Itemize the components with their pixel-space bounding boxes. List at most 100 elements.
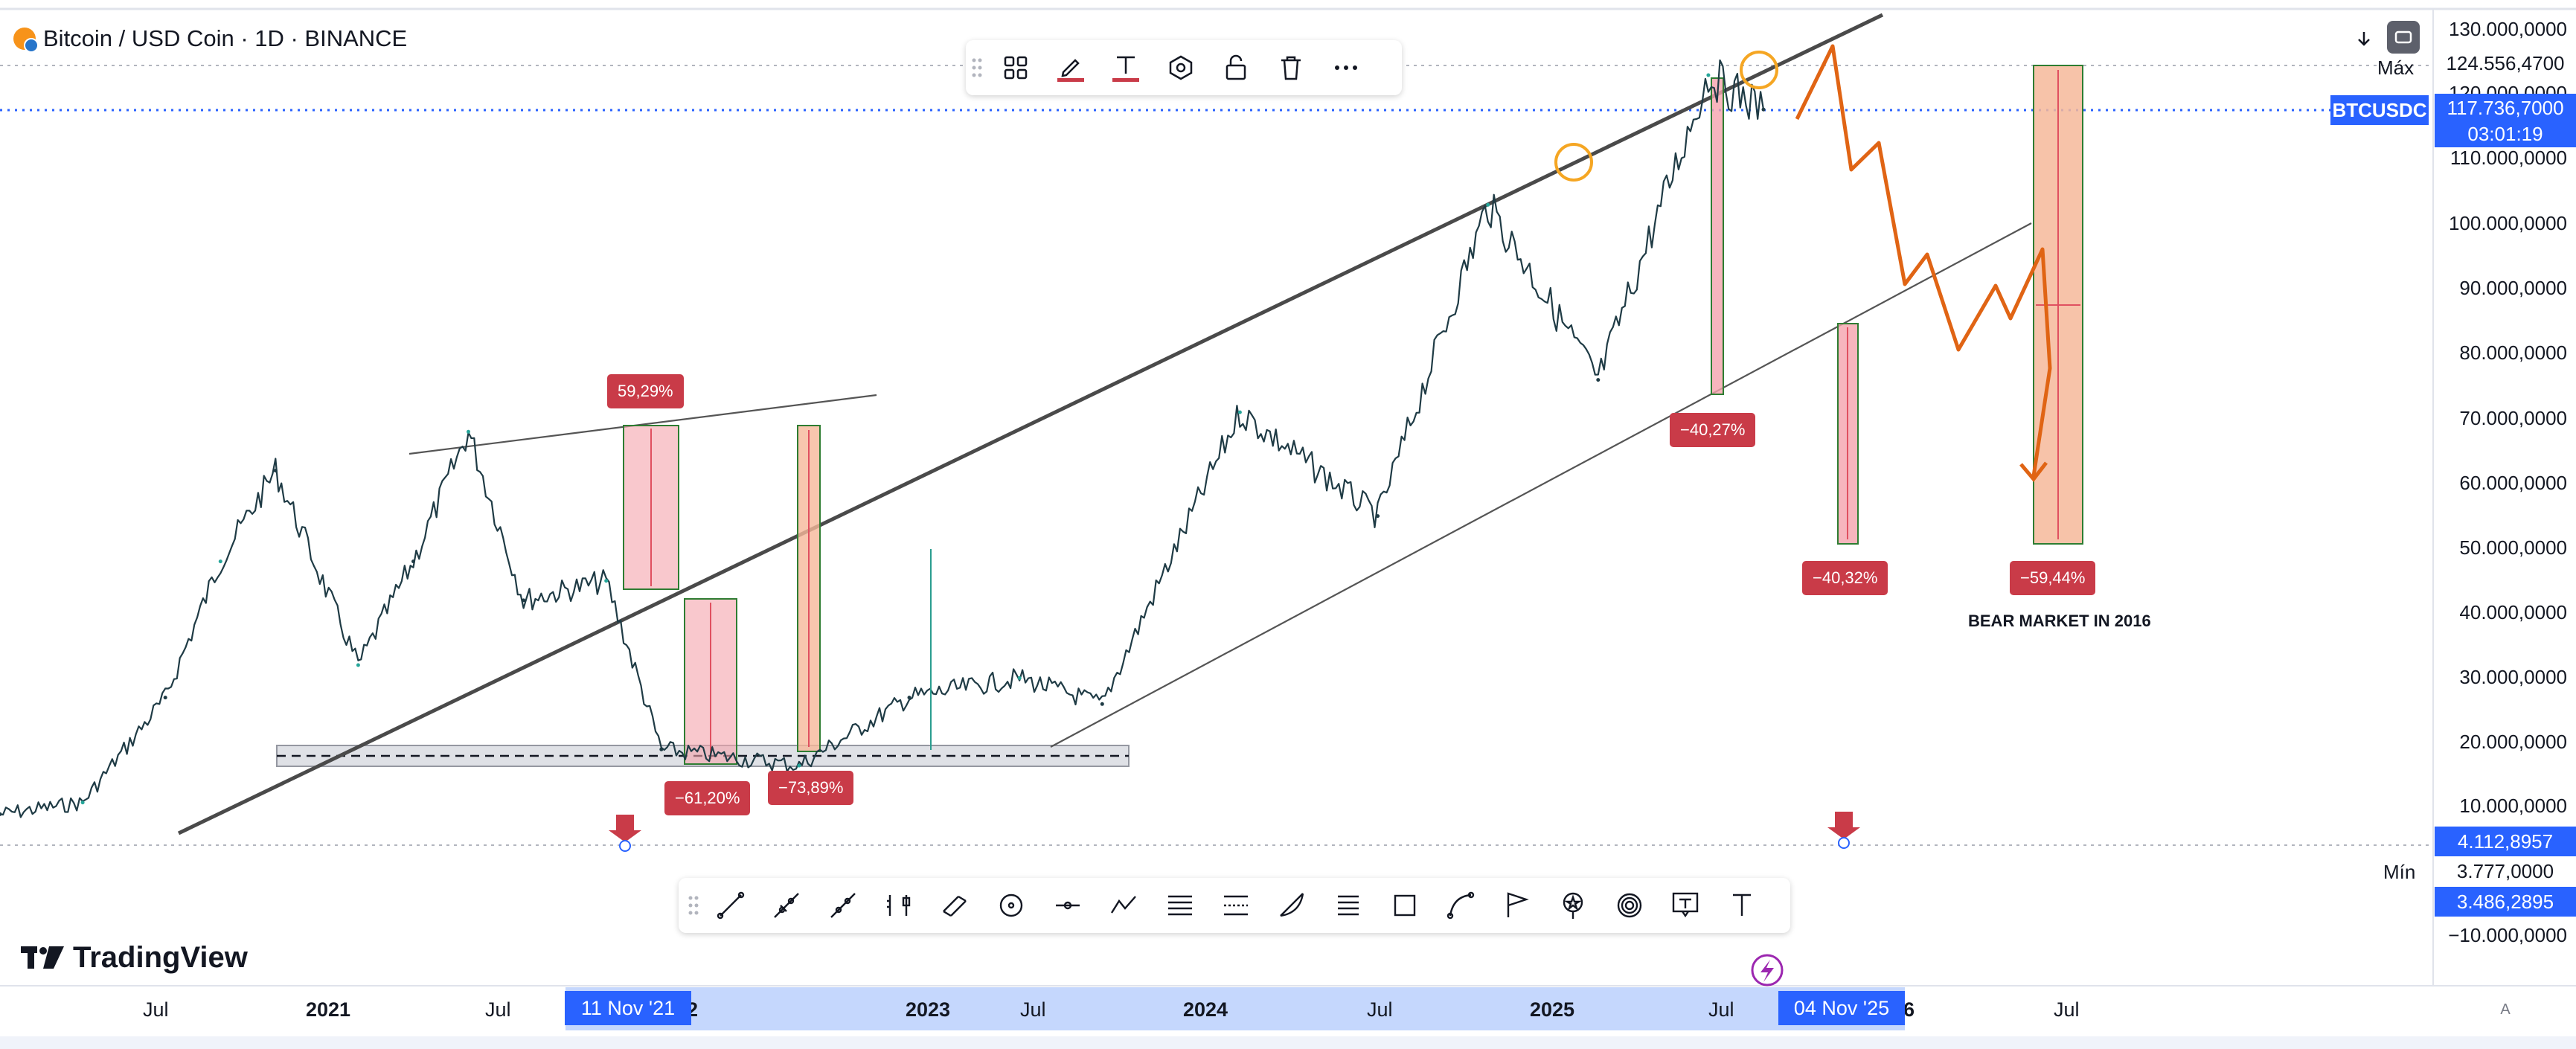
floating-drawing-toolbar xyxy=(966,40,1402,95)
parallel-channel-icon[interactable] xyxy=(927,878,984,933)
price-point xyxy=(1761,107,1766,112)
lightning-icon[interactable] xyxy=(1751,954,1784,987)
lower-trend-line[interactable] xyxy=(1050,222,2032,748)
time-axis-label: Jul xyxy=(2054,998,2080,1021)
ruler-icon[interactable] xyxy=(871,878,928,933)
highlight-circle-top-1[interactable] xyxy=(1554,143,1593,182)
time-axis-label: Jul xyxy=(143,998,169,1021)
price-point xyxy=(467,429,470,434)
drawing-toolbar xyxy=(679,878,1790,933)
more-icon[interactable] xyxy=(1319,40,1374,95)
price-point xyxy=(1017,676,1022,680)
symbol-tag: BTCUSDC xyxy=(2330,95,2429,125)
scroll-down-icon[interactable] xyxy=(2348,22,2380,55)
tradingview-logo-icon xyxy=(21,946,64,969)
min-label: Mín xyxy=(2383,861,2416,883)
price-axis-label: −10.000,0000 xyxy=(2448,924,2567,946)
price-point xyxy=(218,559,222,564)
price-axis-label: 70.000,0000 xyxy=(2459,407,2567,429)
horizontal-ray-icon[interactable] xyxy=(1039,878,1096,933)
price-axis-label: 40.000,0000 xyxy=(2459,601,2567,623)
gain-label-59[interactable]: 59,29% xyxy=(607,374,684,408)
bear-market-note[interactable]: BEAR MARKET IN 2016 xyxy=(1968,612,2151,630)
fib-retracement-icon[interactable] xyxy=(1152,878,1208,933)
price-point xyxy=(0,812,2,816)
price-axis-label: 60.000,0000 xyxy=(2459,472,2567,494)
grip-icon[interactable] xyxy=(966,40,988,95)
max-price-value: 124.556,4700 xyxy=(2435,49,2576,77)
ray-icon[interactable] xyxy=(759,878,816,933)
grid-icon[interactable] xyxy=(988,40,1043,95)
brand-name: TradingView xyxy=(73,940,248,974)
path-icon[interactable] xyxy=(815,878,871,933)
fullscreen-icon[interactable] xyxy=(2387,21,2420,54)
price-series[interactable] xyxy=(0,59,1765,818)
auto-scale-label: A xyxy=(2500,1001,2511,1018)
loss-label-4032[interactable]: −40,32% xyxy=(1802,561,1888,595)
tradingview-logo[interactable]: TradingView xyxy=(21,939,248,976)
time-axis-label: Jul xyxy=(1708,998,1734,1021)
loss-label-5944[interactable]: −59,44% xyxy=(2010,561,2096,595)
bar-countdown: 03:01:19 xyxy=(2435,121,2576,147)
text-icon[interactable] xyxy=(1714,878,1770,933)
max-label: Máx xyxy=(2377,57,2415,79)
min-price-value: 3.777,0000 xyxy=(2435,857,2576,885)
bitcoin-coin-icon xyxy=(13,28,39,53)
flag-icon[interactable] xyxy=(1489,878,1545,933)
loss-label-73[interactable]: −73,89% xyxy=(768,771,854,805)
spiral-icon[interactable] xyxy=(1601,878,1658,933)
price-axis-label: 80.000,0000 xyxy=(2459,341,2567,364)
projection-path[interactable] xyxy=(1795,44,2052,477)
time-axis-label: 2024 xyxy=(1183,998,1228,1021)
symbol-title: Bitcoin / USD Coin · 1D · BINANCE xyxy=(43,25,408,51)
top-resistance-line[interactable] xyxy=(408,394,877,455)
hexagon-icon[interactable] xyxy=(1153,40,1208,95)
trend-line-icon[interactable] xyxy=(702,878,759,933)
range-box-4027[interactable] xyxy=(1711,77,1724,395)
price-axis-label: 110.000,0000 xyxy=(2450,147,2567,169)
price-axis-label: 130.000,0000 xyxy=(2448,18,2567,40)
low-price-marker: 4.112,8957 xyxy=(2435,827,2576,856)
range-end-label[interactable]: 04 Nov '25 xyxy=(1778,991,1905,1025)
circle-icon[interactable] xyxy=(984,878,1040,933)
projection-arrowhead xyxy=(2019,461,2048,482)
text-icon[interactable] xyxy=(1098,40,1153,95)
current-price-value: 117.736,7000 xyxy=(2435,94,2576,122)
time-axis-label: Jul xyxy=(485,998,511,1021)
split-marker-2021[interactable] xyxy=(609,815,641,852)
time-axis-label: 2025 xyxy=(1530,998,1575,1021)
price-point xyxy=(1706,73,1711,77)
loss-label-4027[interactable]: −40,27% xyxy=(1670,413,1756,447)
grip-icon[interactable] xyxy=(685,878,702,933)
price-axis-label: 30.000,0000 xyxy=(2459,666,2567,688)
rectangle-icon[interactable] xyxy=(1377,878,1433,933)
price-point xyxy=(411,559,415,564)
min-price-marker: 3.486,2895 xyxy=(2435,887,2576,917)
pencil-icon[interactable] xyxy=(1043,40,1098,95)
symbol-header[interactable]: Bitcoin / USD Coin · 1D · BINANCE xyxy=(13,22,407,55)
price-point xyxy=(907,696,911,700)
zigzag-icon[interactable] xyxy=(1096,878,1153,933)
price-point xyxy=(797,763,801,768)
price-axis-label: 20.000,0000 xyxy=(2459,731,2567,753)
lines-icon[interactable] xyxy=(1321,878,1377,933)
trash-icon[interactable] xyxy=(1263,40,1319,95)
auto-scale-button[interactable]: A xyxy=(2493,997,2518,1022)
curve-icon[interactable] xyxy=(1433,878,1490,933)
highlight-circle-top-2[interactable] xyxy=(1740,51,1778,89)
pin-icon[interactable] xyxy=(1545,878,1602,933)
loss-label-61[interactable]: −61,20% xyxy=(664,781,751,815)
text-box-icon[interactable] xyxy=(1658,878,1714,933)
upper-trend-line[interactable] xyxy=(177,13,1884,835)
split-marker-2025[interactable] xyxy=(1827,812,1860,849)
bottom-strip xyxy=(0,1036,2576,1049)
lock-icon[interactable] xyxy=(1208,40,1263,95)
gann-icon[interactable] xyxy=(1208,878,1265,933)
arc-icon[interactable] xyxy=(1264,878,1321,933)
range-start-label[interactable]: 11 Nov '21 xyxy=(565,991,691,1025)
price-point xyxy=(273,469,278,473)
price-point xyxy=(1237,410,1242,414)
price-point xyxy=(163,696,167,700)
time-axis-label: Jul xyxy=(1020,998,1046,1021)
